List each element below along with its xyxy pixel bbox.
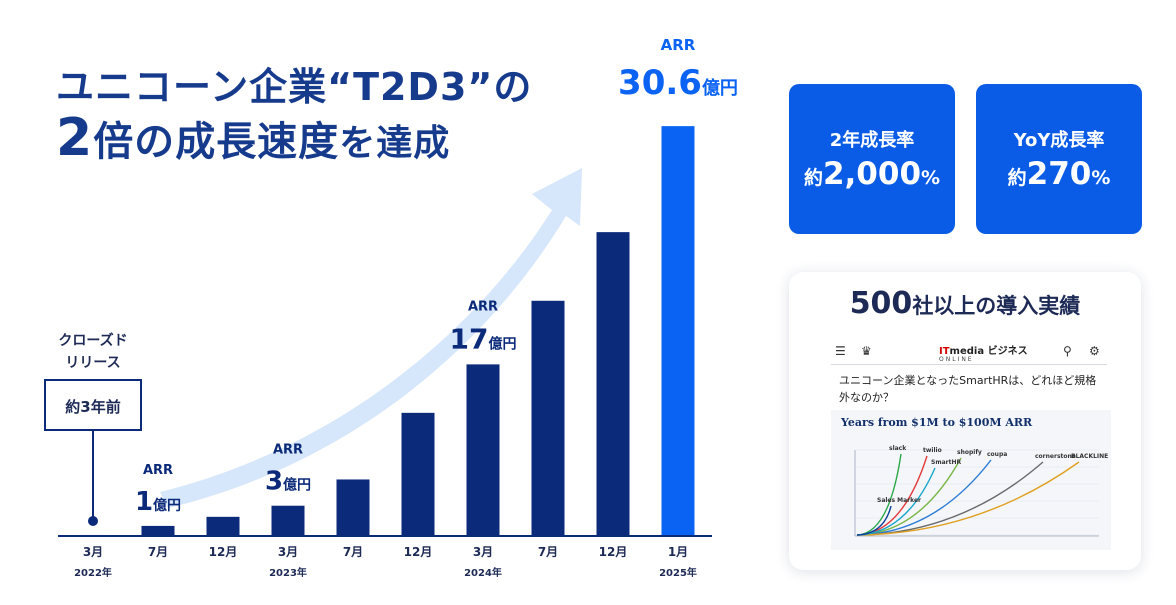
- annotation-arr-unit: 億円: [702, 77, 738, 99]
- annotation-arr-value: 3億円: [265, 467, 311, 497]
- arr-bar-chart: 3月 2022年 7月 12月 3月 2023年 7月 12月 3月 2024年 7月 12月 1月 20…: [44, 36, 738, 579]
- bar: [141, 525, 175, 536]
- mini-series-line: [856, 461, 1080, 536]
- bar: [661, 126, 695, 536]
- growth-arrow-icon: [160, 168, 582, 508]
- site-logo: ITmedia ビジネス ONLINE: [939, 342, 1028, 363]
- bar: [531, 300, 565, 536]
- adoption-panel: 500社以上の導入実績 ☰ ♛ ITmedia ビジネス ONLINE ⚲ ⚙ …: [789, 272, 1141, 570]
- tick-label-month: 3月: [278, 545, 298, 559]
- tick-label-month: 3月: [473, 545, 493, 559]
- stat-label: YoY成長率: [1013, 130, 1105, 151]
- stat-prefix: 約: [803, 167, 823, 189]
- bar: [271, 505, 305, 536]
- annotation-arr-label: ARR: [468, 299, 498, 314]
- stat-value: 約2,000%: [789, 156, 955, 192]
- mini-chart-lines: slack twilio shopify coupa cornerstoneBLACKL…: [854, 445, 1108, 537]
- mini-series-label: SmartHR: [931, 459, 961, 466]
- mini-chart-title: Years from $1M to $100M ARR: [841, 416, 1033, 429]
- annotation-box-text: 約3年前: [65, 398, 120, 416]
- site-logo-it: IT: [939, 346, 950, 357]
- adoption-text: 社以上の導入実績: [912, 294, 1081, 318]
- bar: [336, 479, 370, 536]
- annotation-arr-value: 17億円: [450, 322, 517, 355]
- annotation-arr-number: 30.6: [618, 63, 702, 103]
- headline-multiplier: 2: [56, 108, 94, 168]
- hamburger-menu-icon: ☰: [835, 344, 846, 358]
- tick-label-year: 2025年: [659, 566, 697, 579]
- tick-label-month: 1月: [668, 545, 688, 559]
- mini-series-label: twilio: [923, 447, 942, 454]
- stat-card-two-year-growth: 2年成長率 約2,000%: [789, 84, 955, 234]
- stat-suffix: %: [921, 167, 941, 189]
- stat-prefix: 約: [1007, 167, 1027, 189]
- annotation-box: [44, 379, 142, 431]
- mini-series-line: [856, 505, 892, 536]
- stat-number: 270: [1026, 156, 1092, 192]
- tick-label-month: 7月: [343, 545, 363, 559]
- headline-times: 倍の: [93, 119, 176, 165]
- tick-label-year: 2024年: [464, 566, 502, 579]
- stat-label: 2年成長率: [829, 130, 915, 151]
- annotation-dot: [88, 516, 98, 526]
- tick-label-month: 12月: [404, 545, 433, 559]
- headline-achieved: を達成: [339, 123, 451, 164]
- headline-growth-speed: 成長速度: [175, 119, 340, 165]
- headline-line1: ユニコーン企業“T2D3”の: [56, 65, 533, 109]
- annotation-arr-label: ARR: [661, 36, 696, 54]
- mini-series-label: shopify: [957, 449, 982, 456]
- mini-series-label: slack: [889, 445, 907, 452]
- site-logo-name: media ビジネス: [949, 346, 1028, 357]
- tick-label-month: 7月: [538, 545, 558, 559]
- tick-label-month: 12月: [209, 545, 238, 559]
- site-logo-sub: ONLINE: [939, 356, 974, 363]
- mini-series-label: coupa: [987, 451, 1007, 458]
- crown-icon: ♛: [861, 344, 872, 358]
- annotation-arr-number: 17: [450, 322, 489, 355]
- annotation-arr-unit: 億円: [283, 477, 311, 494]
- tick-label-month: 3月: [83, 545, 103, 559]
- mini-series-label: BLACKLINE: [1071, 453, 1108, 460]
- tick-label-month: 7月: [148, 545, 168, 559]
- annotation-arr-label: ARR: [273, 443, 303, 458]
- article-growth-chart: Years from $1M to $100M ARR slack twilio s…: [831, 410, 1111, 550]
- tick-label-year: 2023年: [269, 566, 307, 579]
- stat-card-yoy-growth: YoY成長率 約270%: [976, 84, 1142, 234]
- bar: [466, 364, 500, 536]
- tick-label-year: 2022年: [74, 566, 112, 579]
- annotation-arr-unit: 億円: [488, 335, 516, 352]
- annotation-arr-number: 1: [135, 487, 153, 517]
- annotation-arr-label: ARR: [143, 463, 173, 478]
- search-icon: ⚲: [1063, 344, 1072, 358]
- stat-value: 約270%: [976, 156, 1142, 192]
- bar: [401, 412, 435, 536]
- bar: [596, 232, 630, 536]
- tick-label-month: 12月: [599, 545, 628, 559]
- annotation-closed-release: クローズド: [58, 332, 127, 349]
- annotation-arr-value: 1億円: [135, 487, 181, 517]
- mini-series-label: Sales Marker: [877, 497, 921, 504]
- annotation-release: リリース: [65, 355, 120, 371]
- mini-series-label: cornerstone: [1035, 453, 1076, 460]
- gear-icon: ⚙: [1089, 344, 1100, 358]
- article-header-bar: ☰ ♛ ITmedia ビジネス ONLINE ⚲ ⚙: [831, 340, 1107, 365]
- adoption-count: 500: [849, 286, 913, 321]
- stat-number: 2,000: [822, 156, 922, 192]
- article-headline: ユニコーン企業となったSmartHRは、どれほど規格外なのか？: [839, 374, 1097, 404]
- headline-line2: 2倍の成長速度を達成: [56, 108, 450, 168]
- bar: [206, 516, 240, 536]
- adoption-title: 500社以上の導入実績: [789, 286, 1141, 321]
- annotation-arr-unit: 億円: [153, 497, 181, 514]
- annotation-arr-number: 3: [265, 467, 283, 497]
- stat-suffix: %: [1091, 167, 1111, 189]
- annotation-arr-value: 30.6億円: [618, 63, 738, 103]
